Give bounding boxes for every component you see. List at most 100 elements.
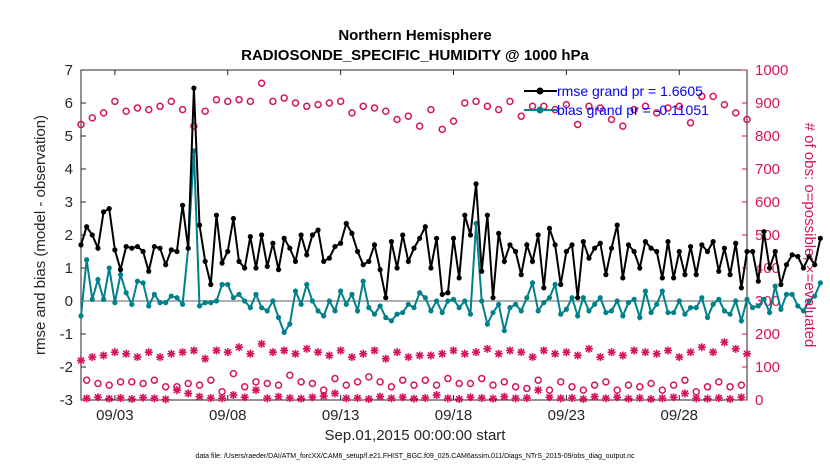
obs-possible-point [652, 109, 661, 117]
obs-evaluated-point [726, 395, 735, 404]
obs-evaluated-point [505, 346, 514, 355]
rmse-point [78, 242, 84, 248]
bias-point [558, 311, 564, 317]
obs-possible-point [545, 386, 554, 394]
bias-point [755, 303, 761, 309]
rmse-point [586, 255, 592, 261]
bias-point [546, 295, 553, 301]
obs-possible-point [681, 376, 689, 384]
obs-possible-point [325, 99, 334, 107]
rmse-point [744, 248, 750, 255]
obs-possible-point [116, 378, 125, 386]
obs-possible-point [562, 100, 571, 109]
bias-point [174, 295, 180, 301]
obs-possible-point [280, 94, 288, 102]
series-possible-06z-18z- [82, 369, 746, 396]
bias-point [433, 298, 440, 304]
obs-evaluated-point [122, 349, 131, 358]
obs-evaluated-point [709, 348, 718, 357]
obs-evaluated-point [251, 386, 260, 395]
bias-point [394, 311, 400, 317]
rmse-point [642, 239, 649, 245]
rmse-point [676, 248, 682, 255]
chart-subtitle: RADIOSONDE_SPECIFIC_HUMIDITY @ 1000 hPa [241, 47, 589, 64]
obs-evaluated-point [590, 392, 599, 401]
bias-point [484, 321, 490, 327]
bias-point [315, 308, 321, 314]
y-right-tick-label: 0 [755, 392, 763, 409]
obs-possible-point [494, 105, 503, 114]
left-axis-ticks: -3 -2 -1 0 1 2 3 4 5 6 7 [60, 62, 86, 409]
obs-evaluated-point [539, 346, 548, 355]
rmse-point [450, 235, 457, 241]
rmse-point [665, 239, 671, 245]
obs-evaluated-point [376, 392, 385, 401]
rmse-point [360, 262, 366, 268]
rmse-point [304, 252, 310, 258]
obs-possible-point [359, 102, 367, 111]
bias-point [354, 308, 361, 314]
obs-evaluated-point [330, 389, 339, 398]
rmse-point [772, 248, 778, 255]
bias-point [213, 298, 220, 304]
obs-possible-point [720, 100, 729, 109]
rmse-point [631, 248, 637, 255]
obs-possible-point [223, 97, 232, 106]
obs-possible-point [477, 374, 486, 383]
obs-evaluated-point [472, 348, 481, 357]
bias-point [411, 305, 417, 311]
rmse-point [230, 215, 236, 222]
y-right-tick-label: 200 [755, 326, 780, 343]
obs-possible-point [88, 114, 97, 122]
rmse-point [275, 267, 282, 273]
rmse-line [80, 88, 822, 298]
obs-possible-point [556, 378, 565, 386]
obs-evaluated-point [675, 353, 684, 362]
rmse-point [422, 224, 428, 230]
bias-point [84, 257, 90, 263]
obs-evaluated-point [263, 394, 272, 403]
obs-possible-point [483, 102, 492, 111]
obs-possible-point [421, 376, 430, 384]
obs-evaluated-point [697, 343, 706, 352]
obs-evaluated-point [201, 354, 210, 363]
obs-evaluated-point [568, 394, 577, 403]
obs-possible-point [342, 381, 351, 389]
rmse-point [687, 243, 694, 250]
obs-possible-point [207, 376, 215, 384]
bias-point [580, 295, 586, 301]
obs-possible-point [472, 97, 480, 106]
x-tick-label: 09/03 [96, 407, 134, 424]
bias-point [106, 265, 112, 271]
rmse-point [501, 258, 507, 264]
bias-point [112, 300, 118, 306]
bias-point [518, 308, 524, 314]
obs-evaluated-point [731, 344, 740, 353]
bias-point [541, 300, 547, 306]
obs-possible-point [291, 99, 300, 107]
bias-point [146, 303, 152, 309]
series-evaluated-06z-18z- [82, 386, 746, 404]
bias-point [806, 298, 812, 304]
bias-point [817, 280, 823, 286]
rmse-point [208, 281, 214, 288]
rmse-point [541, 285, 547, 291]
rmse-point [383, 295, 389, 301]
obs-possible-point [398, 376, 407, 384]
obs-evaluated-point [680, 389, 689, 398]
obs-evaluated-point [421, 394, 430, 403]
obs-evaluated-point [647, 395, 656, 404]
rmse-point [439, 291, 445, 297]
obs-evaluated-point [714, 394, 723, 403]
bias-point [236, 291, 242, 297]
bias-point [524, 295, 530, 301]
rmse-point [535, 232, 541, 238]
rmse-point [163, 262, 169, 268]
bias-point [490, 309, 496, 316]
obs-evaluated-point [189, 346, 198, 355]
bias-point [456, 305, 462, 311]
obs-evaluated-point [522, 394, 531, 403]
obs-possible-point [743, 115, 751, 124]
rmse-point [377, 267, 383, 273]
obs-evaluated-point [325, 351, 334, 360]
